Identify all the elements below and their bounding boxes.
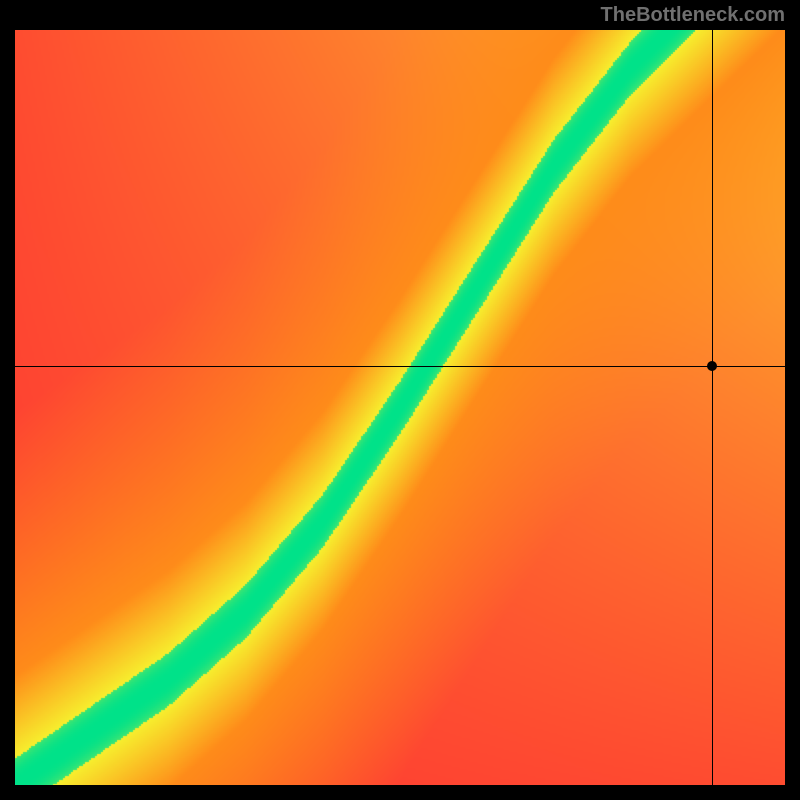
crosshair-marker <box>707 361 717 371</box>
crosshair-horizontal <box>15 366 785 367</box>
heatmap-canvas <box>15 30 785 785</box>
plot-area <box>15 30 785 785</box>
watermark: TheBottleneck.com <box>601 4 785 27</box>
crosshair-vertical <box>712 30 713 785</box>
